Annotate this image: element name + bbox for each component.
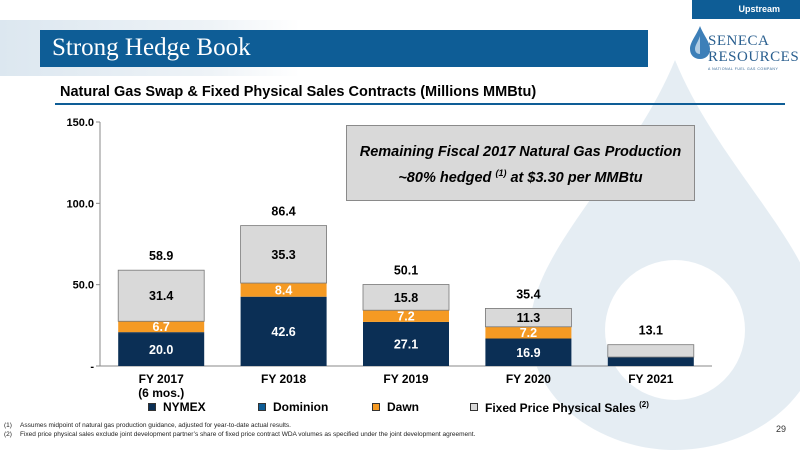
bar-segment-value-label: 31.4 [149, 289, 173, 303]
footnote-2: (2) Fixed price physical sales exclude jo… [4, 431, 475, 440]
bar-segment-dawn [240, 283, 327, 297]
footnote-2-num: (2) [4, 430, 12, 438]
bar-segment-value-label: 7.2 [397, 310, 414, 324]
bar-segment-value-label: 15.8 [394, 291, 418, 305]
bar-segment-dominion [118, 332, 205, 334]
x-category-label: FY 2019 [383, 372, 428, 386]
legend-label-dawn: Dawn [387, 400, 420, 414]
footnote-1-num: (1) [4, 422, 12, 429]
bar-total-label: 50.1 [394, 264, 418, 278]
bar-total-label: 58.9 [149, 249, 173, 263]
callout-line2-pre: ~80% hedged [398, 169, 492, 186]
callout-footnote-ref: (1) [495, 168, 507, 178]
x-category-label: FY 2021 [628, 372, 673, 386]
callout-line1: Remaining Fiscal 2017 Natural Gas Produc… [359, 144, 682, 160]
section-tag: Upstream [692, 0, 800, 19]
y-tick-label: 50.0 [73, 280, 94, 292]
bar-segment-dawn [118, 321, 205, 333]
bar-segment-dawn [363, 310, 449, 322]
logo-wordmark-line1: SENECA [708, 33, 770, 49]
legend-label-fixed: Fixed Price Physical Sales (2) [485, 400, 649, 415]
bar-segment-value-label: 8.4 [275, 283, 292, 297]
bar-segment-value-label: 6.7 [153, 320, 170, 334]
bar-segment-fixed [484, 308, 572, 328]
subtitle-rule [55, 103, 785, 105]
bar-segment-nymex [240, 296, 327, 366]
footnote-1-text: Assumes midpoint of natural gas producti… [20, 422, 291, 429]
legend-swatch-dominion [258, 403, 266, 411]
callout-line2-post: at $3.30 per MMBtu [510, 169, 643, 186]
x-category-label: (6 mos.) [138, 386, 184, 400]
bar-segment-fixed [240, 225, 328, 284]
legend-swatch-dawn [372, 403, 380, 411]
bar-segment-nymex [607, 357, 694, 366]
logo-subtitle: A NATIONAL FUEL GAS COMPANY [708, 67, 779, 71]
bar-total-label: 13.1 [639, 324, 663, 338]
bar-segment-nymex [118, 333, 205, 366]
footnote-1: (1) Assumes midpoint of natural gas produ… [4, 422, 475, 431]
page-title: Strong Hedge Book [52, 34, 251, 61]
bar-segment-value-label: 35.3 [271, 248, 295, 262]
bar-segment-fixed [117, 269, 205, 322]
bar-segment-value-label: 20.0 [149, 343, 173, 357]
bar-total-label: 86.4 [271, 205, 295, 219]
chart-subtitle: Natural Gas Swap & Fixed Physical Sales … [60, 84, 537, 100]
bar-segment-value-label: 42.6 [271, 325, 295, 339]
y-tick-label: - [90, 361, 94, 373]
y-tick-label: 100.0 [66, 198, 94, 210]
footnote-2-text: Fixed price physical sales exclude joint… [20, 430, 476, 438]
footnotes: (1) Assumes midpoint of natural gas produ… [4, 422, 475, 439]
y-tick-label: 150.0 [66, 117, 94, 129]
bar-segment-fixed [362, 284, 450, 311]
logo-wordmark-line2: RESOURCES [708, 49, 800, 65]
title-bar [40, 30, 648, 67]
bar-segment-value-label: 16.9 [516, 346, 540, 360]
bar-segment-nymex [363, 321, 449, 366]
bar-segment-fixed [607, 344, 695, 358]
callout-line2: ~80% hedged (1) at $3.30 per MMBtu [347, 168, 694, 186]
legend-label-dominion: Dominion [273, 400, 329, 414]
bar-segment-dawn [485, 326, 572, 339]
bar-segment-nymex [485, 338, 572, 366]
legend-swatch-fixed [470, 403, 478, 411]
page-number: 29 [776, 424, 787, 434]
legend-swatch-nymex [148, 403, 156, 411]
x-category-label: FY 2017 [139, 372, 184, 386]
legend-label-nymex: NYMEX [163, 400, 206, 414]
x-category-label: FY 2018 [261, 372, 306, 386]
logo-wordmark: SENECA RESOURCES [708, 33, 799, 65]
bar-segment-value-label: 7.2 [520, 326, 537, 340]
hedge-callout-box: Remaining Fiscal 2017 Natural Gas Produc… [346, 125, 695, 201]
x-category-label: FY 2020 [506, 372, 551, 386]
bar-segment-value-label: 27.1 [394, 337, 418, 351]
bar-segment-value-label: 11.3 [517, 311, 541, 325]
legend-fixed-footnote-ref: (2) [639, 400, 649, 409]
legend-label-fixed-text: Fixed Price Physical Sales [485, 401, 636, 415]
bar-total-label: 35.4 [516, 287, 540, 301]
seneca-logo-icon [690, 26, 710, 59]
